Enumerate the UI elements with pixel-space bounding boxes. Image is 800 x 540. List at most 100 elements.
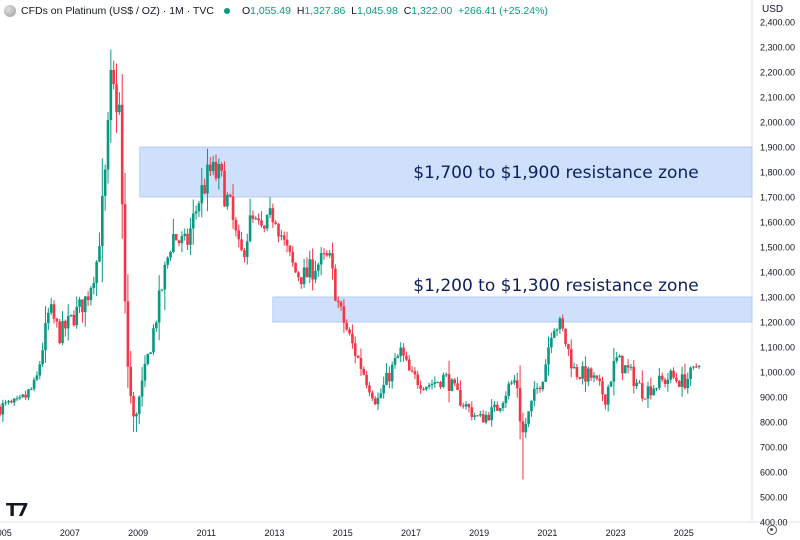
candle-body[interactable] [427,385,431,387]
candle-body[interactable] [240,239,243,251]
candle-body[interactable] [64,320,67,329]
candle-body[interactable] [592,375,596,378]
candle-body[interactable] [109,69,113,121]
candle-body[interactable] [527,411,530,424]
candle-body[interactable] [319,253,323,265]
candle-body[interactable] [157,290,161,323]
candle-body[interactable] [515,380,519,389]
candle-body[interactable] [513,380,516,383]
candle-body[interactable] [356,355,360,358]
candle-body[interactable] [41,350,44,365]
candle-body[interactable] [92,282,96,288]
candle-body[interactable] [211,161,215,172]
candle-body[interactable] [325,253,329,256]
candle-body[interactable] [257,218,260,221]
candle-body[interactable] [450,379,454,391]
candle-body[interactable] [461,405,465,407]
candle-body[interactable] [692,366,695,368]
candle-body[interactable] [376,397,380,405]
candle-body[interactable] [294,262,297,273]
candle-body[interactable] [382,384,385,394]
candle-body[interactable] [27,389,30,398]
candle-body[interactable] [348,329,351,334]
candle-body[interactable] [541,381,545,390]
candle-body[interactable] [137,396,141,414]
candle-body[interactable] [504,395,508,403]
candle-body[interactable] [646,386,650,399]
candle-body[interactable] [49,304,53,313]
candle-body[interactable] [81,299,84,313]
candle-body[interactable] [453,379,457,384]
candle-body[interactable] [248,215,252,242]
candle-body[interactable] [101,195,104,247]
candle-body[interactable] [459,390,462,406]
candle-body[interactable] [1,403,5,415]
candle-body[interactable] [152,328,155,353]
candle-body[interactable] [663,379,667,384]
candle-body[interactable] [311,259,314,280]
candle-body[interactable] [72,314,76,326]
candle-body[interactable] [626,365,630,368]
candle-body[interactable] [501,402,505,409]
candle-body[interactable] [203,185,206,194]
candle-body[interactable] [342,306,346,323]
candle-body[interactable] [405,355,408,360]
candle-body[interactable] [58,321,61,343]
candle-body[interactable] [581,366,584,379]
candle-body[interactable] [302,267,306,285]
candle-body[interactable] [268,208,272,215]
candle-body[interactable] [586,368,590,382]
candle-body[interactable] [172,234,175,252]
candle-body[interactable] [572,366,576,369]
candle-body[interactable] [35,375,39,380]
candle-body[interactable] [299,277,303,285]
candle-body[interactable] [280,235,283,237]
candle-body[interactable] [373,398,377,405]
candle-body[interactable] [200,185,204,204]
candle-body[interactable] [623,365,627,374]
candle-body[interactable] [118,104,121,113]
candle-body[interactable] [365,374,368,386]
candle-body[interactable] [223,170,226,207]
candle-body[interactable] [231,196,235,220]
candle-body[interactable] [44,323,47,351]
candle-body[interactable] [524,423,528,433]
candle-body[interactable] [317,264,320,271]
candle-body[interactable] [467,404,471,408]
candle-body[interactable] [285,239,289,246]
candle-body[interactable] [456,383,459,391]
candle-body[interactable] [493,404,496,408]
candle-body[interactable] [160,289,164,291]
candle-body[interactable] [191,213,195,229]
candle-body[interactable] [621,355,624,374]
candle-body[interactable] [86,296,90,301]
candle-body[interactable] [166,257,169,265]
candle-body[interactable] [589,368,593,378]
candle-body[interactable] [535,387,539,389]
candle-body[interactable] [385,372,388,385]
candle-body[interactable] [7,401,10,403]
candle-body[interactable] [393,358,397,365]
candle-body[interactable] [680,374,684,387]
candle-body[interactable] [666,379,670,384]
candle-body[interactable] [638,382,641,384]
candle-body[interactable] [655,387,658,389]
candle-body[interactable] [371,392,374,399]
candle-body[interactable] [75,306,79,326]
candle-body[interactable] [83,296,87,313]
candle-body[interactable] [433,382,437,384]
candle-body[interactable] [490,407,493,421]
candle-body[interactable] [604,394,607,405]
candle-body[interactable] [629,366,633,368]
candle-body[interactable] [291,251,295,263]
candle-body[interactable] [339,302,343,307]
candle-body[interactable] [228,194,232,197]
candle-body[interactable] [640,383,644,399]
candle-body[interactable] [66,316,70,329]
candle-body[interactable] [345,322,349,330]
candle-body[interactable] [251,215,255,219]
candle-body[interactable] [12,398,16,403]
candle-body[interactable] [618,355,621,358]
candle-body[interactable] [177,240,181,244]
